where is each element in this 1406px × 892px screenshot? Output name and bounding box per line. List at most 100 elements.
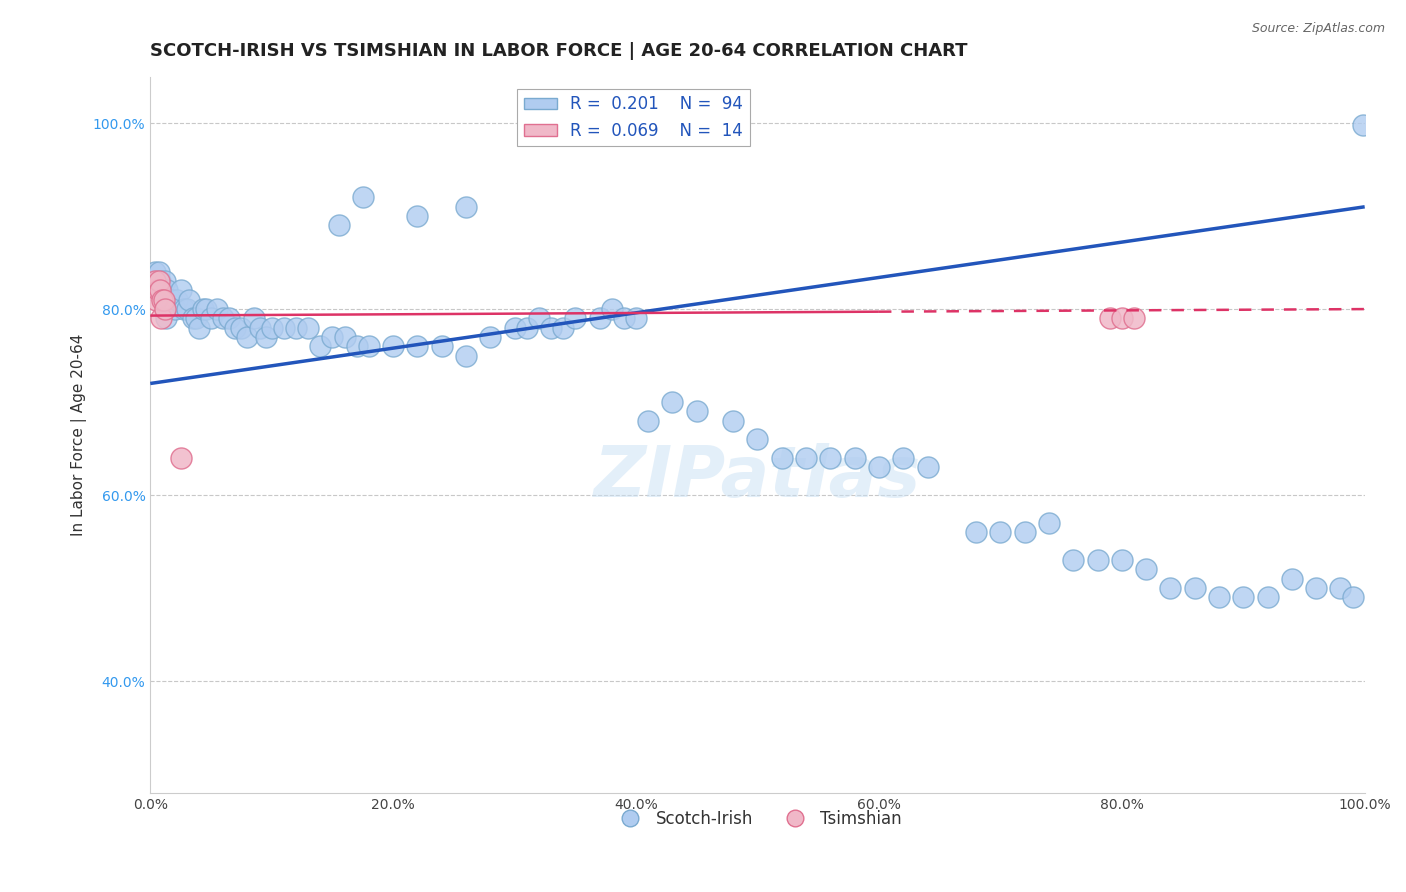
Point (157, 293, 180, 307)
Point (553, 320, 575, 334)
Point (564, 311, 586, 326)
Point (160, 293, 183, 307)
Point (173, 302, 195, 317)
Point (155, 311, 177, 326)
Point (1087, 553, 1109, 567)
Point (1123, 311, 1146, 326)
Point (770, 450, 793, 465)
Point (146, 284, 169, 298)
Point (357, 339, 380, 353)
Point (218, 311, 240, 326)
Point (988, 525, 1011, 540)
Point (166, 293, 188, 307)
Point (516, 320, 538, 334)
Point (149, 274, 172, 288)
Point (142, 284, 165, 298)
Point (231, 320, 253, 334)
Point (145, 293, 167, 307)
Point (148, 274, 170, 288)
Point (844, 450, 866, 465)
Point (1111, 311, 1133, 326)
Point (1341, 591, 1364, 605)
Point (382, 339, 405, 353)
Point (285, 320, 308, 334)
Point (588, 311, 610, 326)
Point (236, 330, 259, 344)
Point (1329, 581, 1351, 595)
Point (600, 302, 623, 317)
Point (152, 293, 174, 307)
Point (1232, 591, 1254, 605)
Point (273, 320, 295, 334)
Point (503, 320, 526, 334)
Point (1014, 525, 1036, 540)
Point (309, 339, 332, 353)
Point (1135, 562, 1157, 576)
Point (333, 330, 356, 344)
Point (1281, 572, 1303, 586)
Point (150, 284, 173, 298)
Point (540, 320, 562, 334)
Point (820, 450, 842, 465)
Point (152, 284, 174, 298)
Point (406, 339, 429, 353)
Point (917, 460, 939, 475)
Point (186, 311, 208, 326)
Point (195, 302, 218, 317)
Y-axis label: In Labor Force | Age 20-64: In Labor Force | Age 20-64 (72, 334, 87, 536)
Point (794, 450, 817, 465)
Point (406, 209, 429, 223)
Point (169, 450, 191, 465)
Point (260, 320, 283, 334)
Point (352, 190, 374, 204)
Point (1062, 553, 1084, 567)
Point (430, 339, 453, 353)
Point (169, 284, 191, 298)
Point (249, 320, 271, 334)
Point (346, 339, 368, 353)
Point (143, 274, 166, 288)
Point (143, 265, 166, 279)
Point (187, 320, 209, 334)
Point (1353, 118, 1375, 132)
Point (200, 311, 222, 326)
Legend: Scotch-Irish, Tsimshian: Scotch-Irish, Tsimshian (607, 803, 908, 834)
Point (150, 311, 173, 326)
Point (152, 293, 174, 307)
Point (747, 432, 769, 446)
Point (181, 311, 204, 326)
Point (1038, 516, 1060, 530)
Point (152, 293, 174, 307)
Point (148, 265, 170, 279)
Point (153, 302, 176, 317)
Point (1159, 581, 1181, 595)
Point (205, 302, 228, 317)
Point (624, 311, 647, 326)
Point (159, 293, 181, 307)
Point (454, 349, 477, 363)
Point (176, 302, 198, 317)
Point (242, 311, 264, 326)
Point (156, 284, 179, 298)
Point (146, 284, 169, 298)
Text: Source: ZipAtlas.com: Source: ZipAtlas.com (1251, 22, 1385, 36)
Point (297, 320, 319, 334)
Point (1111, 553, 1133, 567)
Point (965, 525, 987, 540)
Point (254, 330, 277, 344)
Point (328, 219, 350, 233)
Point (1098, 311, 1121, 326)
Point (454, 200, 477, 214)
Text: ZIPatlas: ZIPatlas (593, 443, 921, 512)
Point (613, 311, 636, 326)
Point (479, 330, 502, 344)
Point (1305, 581, 1327, 595)
Point (142, 284, 165, 298)
Point (868, 460, 890, 475)
Point (145, 274, 167, 288)
Point (321, 330, 343, 344)
Point (153, 274, 176, 288)
Point (163, 302, 186, 317)
Point (1257, 591, 1279, 605)
Point (224, 320, 246, 334)
